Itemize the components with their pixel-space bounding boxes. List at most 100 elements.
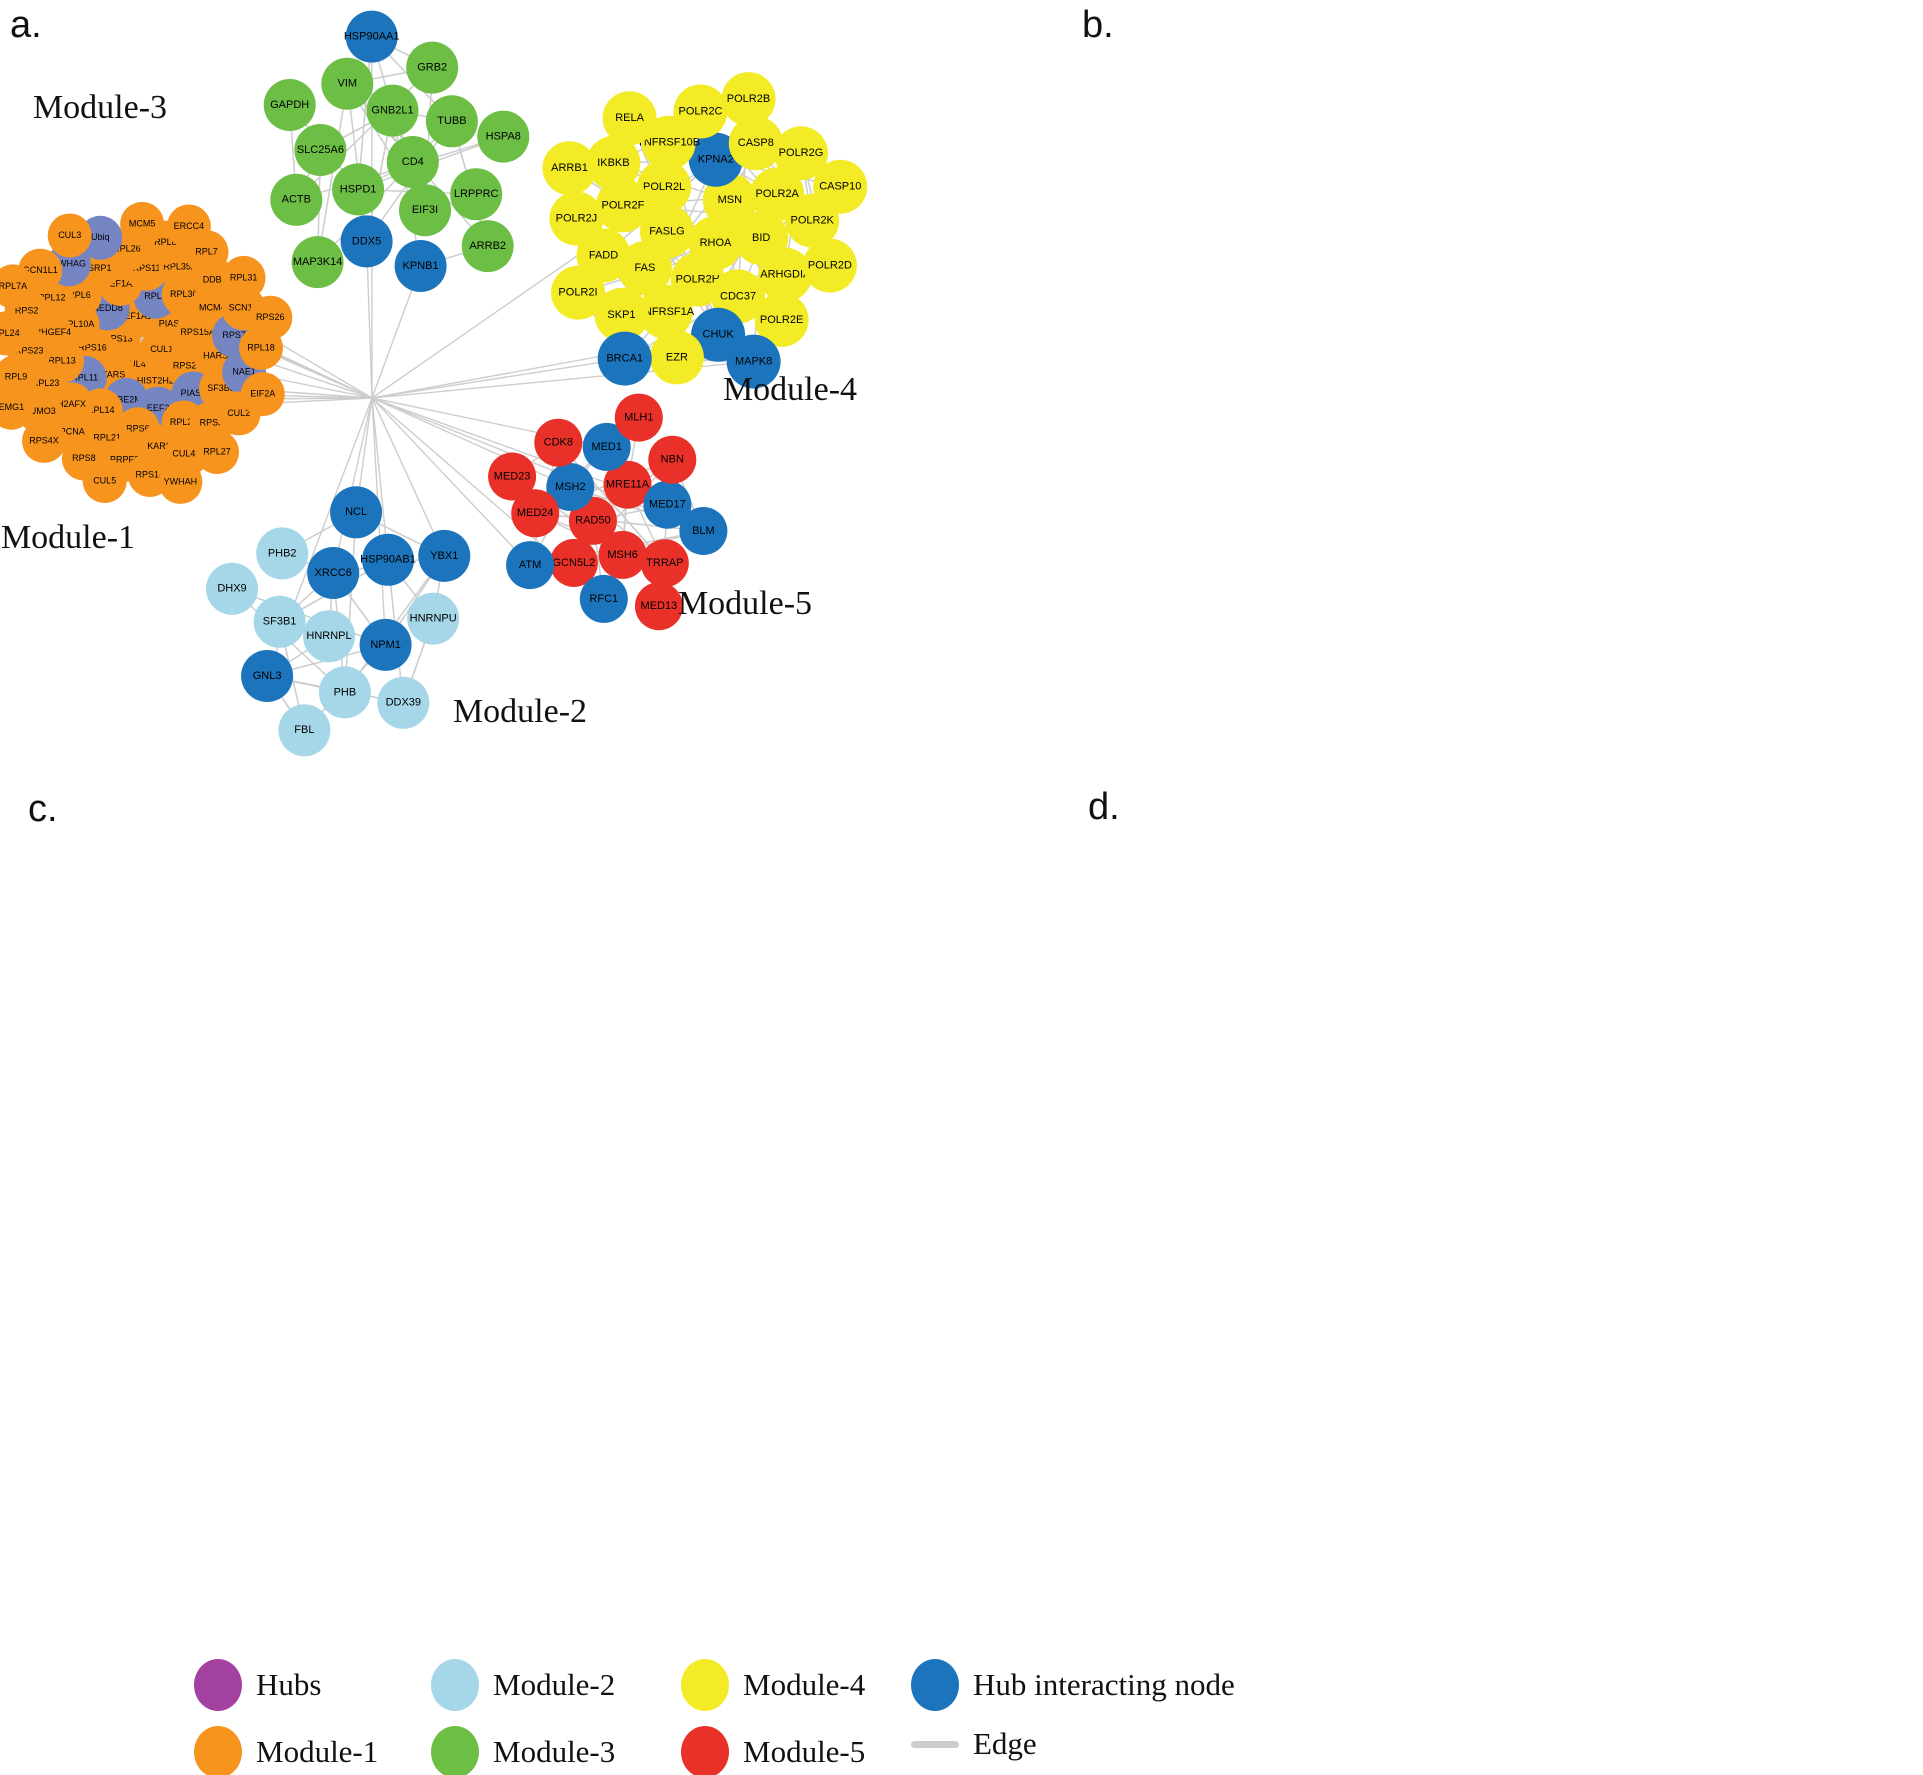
gene-node-label: GNB2L1 xyxy=(371,105,413,117)
gene-node-label: RPL11 xyxy=(71,372,98,382)
gene-node-GNB2L1: GNB2L1 xyxy=(366,84,419,137)
gene-node-label: POLR2C xyxy=(678,105,722,117)
gene-node-circle xyxy=(579,574,628,623)
gene-node-label: ARRB1 xyxy=(551,162,588,174)
gene-node-label: UBE2M xyxy=(111,394,142,404)
gene-node-label: NAE1 xyxy=(232,367,256,377)
gene-node-circle xyxy=(359,618,412,671)
gene-node-label: MAPK8 xyxy=(735,356,772,368)
hubs-color-swatch xyxy=(194,1659,242,1711)
gene-node-RPS26: RPS26 xyxy=(248,295,293,340)
gene-node-circle xyxy=(477,110,530,163)
gene-node-label: DHX9 xyxy=(217,583,246,595)
module-label-module-4: Module-4 xyxy=(723,371,857,408)
gene-node-MSH6: MSH6 xyxy=(598,530,647,579)
gene-node-circle xyxy=(195,430,239,475)
hub-interacting-node-color-swatch xyxy=(911,1659,959,1711)
gene-node-HSPD1: HSPD1 xyxy=(332,163,385,216)
gene-node-label: CD4 xyxy=(402,156,424,168)
gene-node-GNL3: GNL3 xyxy=(241,650,294,702)
gene-node-label: POLR2K xyxy=(790,215,834,227)
gene-node-circle xyxy=(461,220,514,273)
gene-node-circle xyxy=(551,265,605,320)
module-3-color-swatch xyxy=(431,1726,479,1775)
gene-node-label: CHUK xyxy=(703,329,735,341)
gene-node-label: FBL xyxy=(294,724,314,736)
edge xyxy=(344,512,357,693)
gene-node-circle xyxy=(294,124,347,176)
gene-node-label: POLR2D xyxy=(808,260,852,272)
gene-node-label: RPL9 xyxy=(5,371,28,381)
gene-node-label: HNRNPU xyxy=(410,613,457,625)
gene-node-label: TNFRSF1A xyxy=(637,306,695,318)
gene-node-circle xyxy=(534,418,583,467)
gene-node-POLR2F: POLR2F xyxy=(595,178,650,233)
gene-node-MRE11A: MRE11A xyxy=(603,460,652,509)
gene-node-label: POLR2J xyxy=(556,213,598,225)
gene-node-label: POLR2I xyxy=(558,287,597,299)
gene-node-circle xyxy=(0,264,35,309)
gene-node-circle xyxy=(640,539,689,588)
gene-node-MSN: MSN xyxy=(702,173,757,228)
module-label-module-3: Module-3 xyxy=(33,89,167,126)
gene-node-circle xyxy=(406,41,459,94)
gene-node-circle xyxy=(582,422,631,471)
module-4-color-swatch xyxy=(681,1659,729,1711)
gene-node-circle xyxy=(321,57,374,110)
gene-node-label: KPNB1 xyxy=(403,260,439,272)
gene-node-label: ATM xyxy=(519,559,541,571)
gene-node-label: MSH2 xyxy=(555,481,586,493)
gene-node-BLM: BLM xyxy=(679,507,728,555)
edge-line-swatch xyxy=(911,1740,959,1748)
gene-node-POLR2I: POLR2I xyxy=(551,265,605,320)
gene-node-YWHAH: YWHAH xyxy=(158,459,203,504)
edge xyxy=(371,357,625,399)
gene-node-label: RPL30 xyxy=(170,289,198,299)
gene-node-label: YWHAG xyxy=(52,259,86,269)
gene-node-label: RPS26 xyxy=(256,312,285,322)
gene-node-label: PHB2 xyxy=(268,547,297,559)
gene-node-circle xyxy=(307,547,360,599)
gene-node-RPL24: RPL24 xyxy=(0,311,28,356)
gene-node-label: SUMO3 xyxy=(24,406,56,416)
gene-node-CUL3: CUL3 xyxy=(47,213,92,258)
gene-node-label: MED23 xyxy=(494,470,531,482)
gene-node-label: HARS xyxy=(203,350,228,360)
gene-node-label: GNL3 xyxy=(253,670,282,682)
gene-node-NPM1: NPM1 xyxy=(359,618,412,671)
gene-node-circle xyxy=(366,84,419,137)
gene-node-circle xyxy=(158,459,203,504)
gene-node-label: RPL18 xyxy=(247,342,275,352)
gene-node-label: TRRAP xyxy=(646,557,683,569)
gene-node-circle xyxy=(595,178,650,233)
gene-node-label: RPL24 xyxy=(0,328,20,338)
gene-node-MLH1: MLH1 xyxy=(614,393,663,442)
gene-node-circle xyxy=(248,295,293,340)
gene-node-circle xyxy=(637,160,692,214)
gene-node-LRPPRC: LRPPRC xyxy=(450,168,503,221)
gene-node-label: TNFRSF10B xyxy=(637,137,700,149)
gene-node-label: EEF2 xyxy=(147,403,170,413)
gene-node-circle xyxy=(240,372,285,417)
gene-node-label: RPL14 xyxy=(87,405,115,415)
gene-node-circle xyxy=(679,507,728,555)
gene-node-label: DDB1 xyxy=(203,275,227,285)
gene-node-label: BID xyxy=(752,232,770,244)
gene-node-circle xyxy=(22,418,66,463)
gene-node-HNRNPL: HNRNPL xyxy=(303,610,355,663)
gene-node-label: RPS4X xyxy=(29,435,59,445)
edge xyxy=(557,442,666,564)
gene-node-label: RPS7 xyxy=(222,330,246,340)
gene-node-circle xyxy=(546,463,595,511)
gene-node-label: CUL4A xyxy=(172,449,201,459)
gene-node-RPS4X: RPS4X xyxy=(22,418,66,463)
gene-node-circle xyxy=(726,334,781,389)
gene-node-NCL: NCL xyxy=(330,486,383,539)
gene-node-label: RPS20 xyxy=(173,361,202,371)
gene-node-label: EEF1A2 xyxy=(104,278,138,288)
gene-node-label: GCN1L1 xyxy=(23,265,58,275)
gene-node-SF3B1: SF3B1 xyxy=(253,595,306,648)
gene-node-label: PIAS2 xyxy=(159,319,185,329)
gene-node-label: GAPDH xyxy=(270,99,309,111)
gene-node-circle xyxy=(511,489,560,538)
